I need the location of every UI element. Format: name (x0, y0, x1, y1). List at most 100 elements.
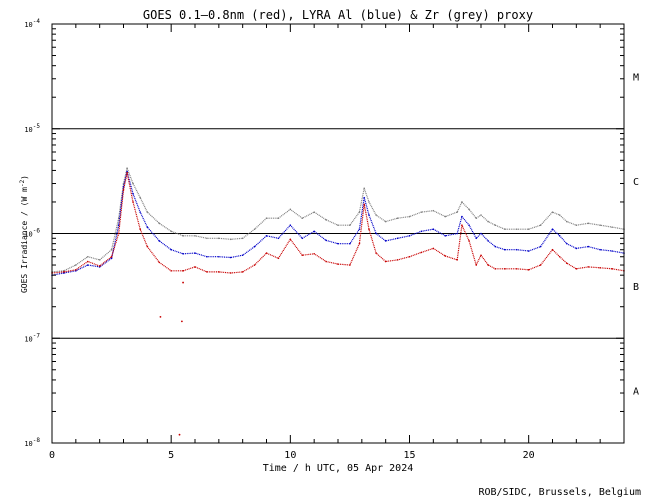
series-point (349, 264, 351, 266)
series-point (444, 215, 447, 218)
series-point (132, 201, 134, 203)
series-point (206, 237, 208, 240)
series-point (551, 228, 554, 230)
series-line-0 (51, 167, 625, 273)
series-point (384, 260, 387, 263)
y-axis-label-close: ) (20, 175, 29, 180)
x-tick-label: 15 (403, 450, 415, 461)
series-point (527, 269, 530, 271)
plot-area (52, 128, 624, 339)
series-point (253, 245, 256, 248)
flare-class-label: M (633, 72, 639, 83)
chart-title: GOES 0.1—0.8nm (red), LYRA Al (blue) & Z… (143, 8, 533, 22)
series-point (599, 248, 601, 251)
series-point (432, 209, 435, 212)
series-point (375, 214, 377, 216)
series-point (587, 222, 590, 225)
series-point (349, 242, 351, 245)
series-point (611, 250, 613, 252)
series-point (301, 217, 304, 219)
series-point (289, 224, 292, 227)
series-point (368, 214, 370, 216)
series-point (575, 247, 578, 250)
series-point (384, 240, 387, 242)
series-line-2 (51, 172, 625, 274)
series-point (110, 248, 113, 251)
y-tick-exponent: -7 (33, 332, 41, 339)
y-tick-base: 10 (24, 21, 32, 29)
series-point (86, 264, 89, 266)
series-point (468, 208, 470, 211)
y-tick-exponent: -5 (33, 123, 41, 130)
series-point (539, 245, 542, 248)
series-point (229, 272, 232, 274)
series-point (122, 189, 125, 191)
series-point (98, 265, 101, 267)
series-point (456, 232, 458, 235)
y-tick-label: 10-5 (24, 123, 40, 134)
series-point (325, 239, 327, 242)
series-point (494, 245, 497, 248)
series-point (358, 228, 361, 230)
y-axis-label-exponent: -2 (19, 179, 26, 187)
series-point (363, 187, 366, 190)
series-point (566, 262, 568, 265)
series-point (396, 217, 399, 219)
series-point (558, 255, 561, 258)
series-point (487, 220, 489, 223)
x-tick-label: 0 (49, 450, 55, 461)
series-point (229, 238, 232, 241)
series-point (289, 208, 292, 211)
y-axis-label: GOES Irradiance / (W m-2) (19, 175, 29, 293)
series-point (539, 224, 542, 227)
series-point (206, 271, 208, 273)
flare-class-label: A (633, 387, 639, 398)
series-point (480, 254, 482, 257)
series-point (98, 259, 101, 261)
series-point (313, 230, 315, 233)
flare-class-label: C (633, 177, 639, 188)
series-point (146, 226, 149, 228)
series-point (504, 268, 506, 270)
series-point (527, 250, 530, 252)
series-point (358, 211, 361, 213)
series-point (218, 255, 220, 258)
series-point (504, 248, 506, 251)
series-point (86, 255, 89, 258)
x-axis-label: Time / h UTC, 05 Apr 2024 (263, 463, 414, 474)
series-line-1 (51, 171, 625, 276)
series-point (241, 237, 244, 240)
series-point (494, 268, 497, 270)
flare-class-labels: A B C M (633, 72, 639, 397)
series-point (468, 224, 470, 227)
series-point (558, 235, 561, 237)
series-point (558, 214, 561, 216)
series-point (575, 268, 578, 270)
y-tick-label: 10-4 (24, 18, 40, 29)
series-point (444, 235, 447, 237)
series-point (527, 228, 530, 230)
series-point (194, 235, 196, 237)
series-point (461, 201, 463, 203)
series-point (587, 266, 590, 268)
series-point (265, 217, 268, 219)
series-point (253, 228, 256, 230)
series-point (480, 214, 482, 216)
series-point (265, 252, 268, 254)
x-tick-label: 5 (168, 450, 174, 461)
series-point (461, 224, 463, 227)
series-point (611, 226, 613, 228)
series-point (396, 259, 399, 261)
series-point (611, 268, 613, 270)
series-point (475, 217, 478, 219)
series-point (363, 203, 366, 206)
series-point (182, 253, 184, 255)
series-point (241, 271, 244, 273)
series-point (86, 260, 89, 263)
series-point (368, 228, 370, 230)
series-point (194, 252, 196, 254)
series-point (384, 220, 387, 223)
series-point (265, 235, 268, 237)
series-point (432, 247, 435, 250)
series-point (420, 230, 423, 233)
